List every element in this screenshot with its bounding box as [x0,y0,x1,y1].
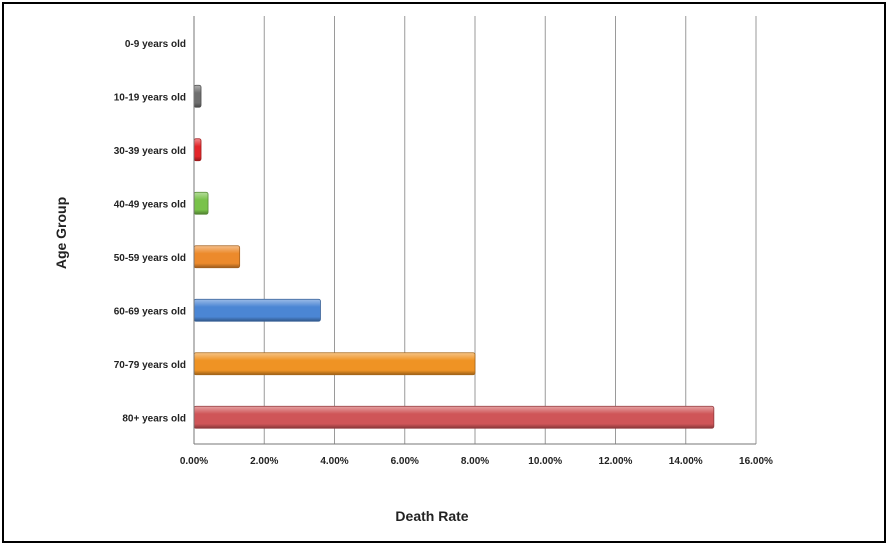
y-axis-title: Age Group [53,197,69,269]
bar-4 [193,245,241,269]
category-label: 70-79 years old [114,360,186,371]
x-tick-label: 6.00% [391,456,419,467]
category-label: 0-9 years old [125,39,186,50]
x-tick-label: 12.00% [599,456,633,467]
axes [193,16,756,445]
x-tick-label: 0.00% [180,456,208,467]
x-tick-label: 16.00% [739,456,773,467]
x-tick-label: 14.00% [669,456,703,467]
bar-3 [193,191,209,215]
category-labels: 0-9 years old 10-19 years old 30-39 years … [114,39,186,425]
bar-5 [193,298,321,322]
bar-6 [193,352,476,376]
x-axis-title: Death Rate [395,508,468,524]
x-tick-label: 10.00% [528,456,562,467]
x-tick-label: 8.00% [461,456,489,467]
x-tick-label: 4.00% [320,456,348,467]
category-label: 50-59 years old [114,253,186,264]
category-label: 60-69 years old [114,306,186,317]
x-tick-labels: 0.00% 2.00% 4.00% 6.00% 8.00% 10.00% 12.00% 14.… [180,456,773,467]
category-label: 10-19 years old [114,92,186,103]
bar-2 [193,138,202,162]
gridlines [193,16,757,444]
bars [193,84,715,429]
bar-7 [193,405,715,429]
bar-chart: 0-9 years old 10-19 years old 30-39 years … [53,16,773,524]
category-label: 30-39 years old [114,146,186,157]
bar-1 [193,84,202,108]
x-tick-label: 2.00% [250,456,278,467]
category-label: 40-49 years old [114,199,186,210]
category-label: 80+ years old [122,413,186,424]
